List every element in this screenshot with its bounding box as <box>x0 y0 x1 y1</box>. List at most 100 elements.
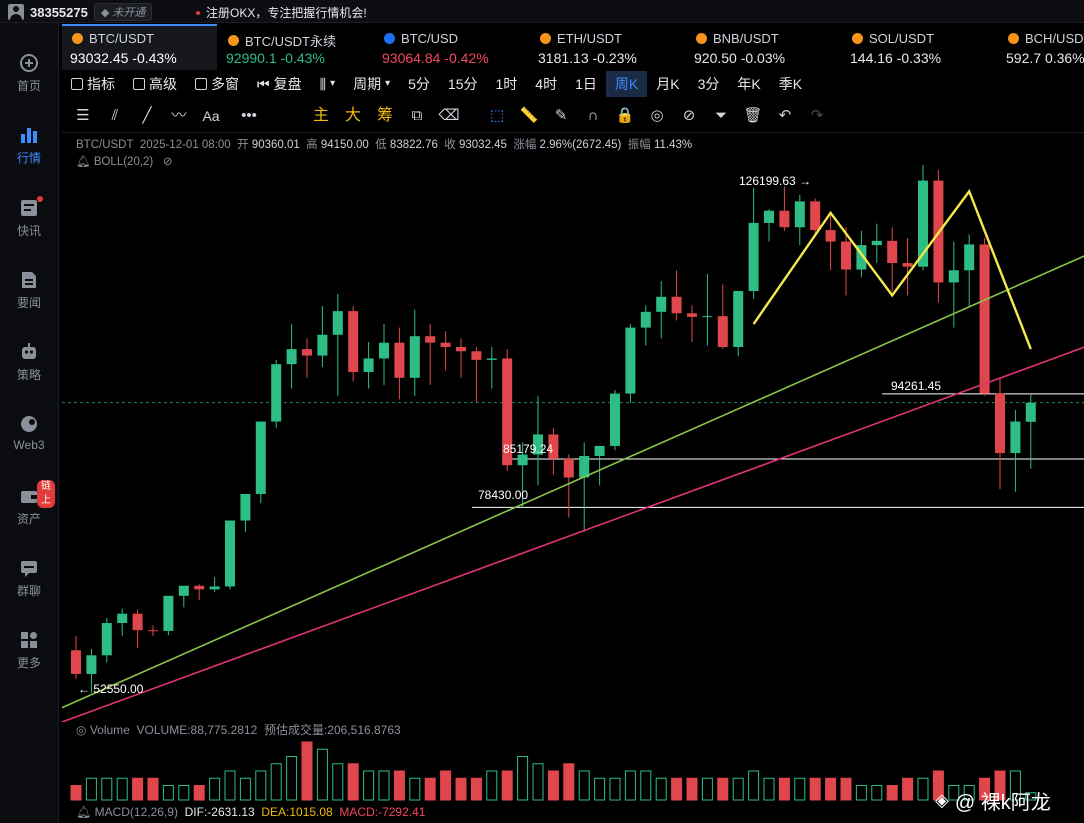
menu-icon[interactable]: ☰ <box>76 107 90 124</box>
sidebar-item-flash[interactable]: 快讯 <box>0 196 58 239</box>
big-button[interactable]: 大 <box>344 107 361 124</box>
green-trendline <box>62 255 1084 709</box>
volume-bar <box>470 777 482 801</box>
interval-1mo[interactable]: 月K <box>656 76 680 92</box>
indicators-button[interactable]: 指标 <box>62 71 124 97</box>
ticker-tab-bnb-usdt[interactable]: BNB/USDT 920.50 -0.03% <box>686 26 841 70</box>
ticker-change: -0.33% <box>896 50 942 66</box>
replay-button[interactable]: ⏮ 复盘 <box>248 71 311 97</box>
interval-4h[interactable]: 4时 <box>535 76 558 92</box>
candle <box>486 358 497 360</box>
eye-icon[interactable]: ◎ <box>650 107 664 124</box>
sidebar-item-chat[interactable]: 群聊 <box>0 558 58 599</box>
interval-1h[interactable]: 1时 <box>495 76 518 92</box>
boll-legend[interactable]: 🔔︎ BOLL(20,2) ⊘ <box>76 154 173 168</box>
vip-status-label: 未开通 <box>112 7 146 19</box>
more-tools-icon[interactable]: ••• <box>241 107 257 124</box>
multi-window-button[interactable]: 多窗 <box>186 71 248 97</box>
volume-bar <box>224 770 236 801</box>
magnet-icon[interactable]: ∩ <box>587 107 599 124</box>
sidebar-item-more[interactable]: 更多 <box>0 630 58 671</box>
lock-icon[interactable]: 🔒 <box>615 107 635 124</box>
web3-icon <box>19 414 39 434</box>
bell-icon[interactable]: 🔔︎ <box>76 156 91 168</box>
chart-type-button[interactable]: ⫼ ▾ <box>311 71 344 97</box>
candle <box>733 291 744 347</box>
ticker-tab-btc-usd[interactable]: BTC/USD 93064.84 -0.42% <box>374 26 529 70</box>
candle <box>240 493 251 521</box>
high-label: 高 <box>306 139 318 151</box>
grid-icon <box>19 630 39 650</box>
text-icon[interactable]: Aa <box>202 108 220 124</box>
candle <box>409 336 420 378</box>
sidebar-item-assets[interactable]: 链上 资产 <box>0 480 58 527</box>
filter-icon[interactable]: ⏷ <box>714 107 727 124</box>
interval-1d[interactable]: 1日 <box>575 76 597 92</box>
advanced-button[interactable]: 高级 <box>124 71 186 97</box>
pen-icon[interactable]: ✎ <box>554 107 568 124</box>
period-dropdown[interactable]: 周期 ▾ <box>344 71 399 97</box>
hide-icon[interactable]: ⊘ <box>682 107 696 124</box>
ticker-tab-bch-usdt[interactable]: BCH/USDT 592.7 0.36% <box>998 26 1084 70</box>
interval-15m[interactable]: 15分 <box>447 76 478 92</box>
ticker-change: -0.23% <box>592 50 637 66</box>
indicator-icon <box>71 78 83 90</box>
user-avatar-icon[interactable] <box>8 4 24 20</box>
candlestick-chart[interactable] <box>62 134 1084 722</box>
interval-1y[interactable]: 年K <box>737 76 761 92</box>
volume-estimate: 预估成交量:206,516.8763 <box>263 723 401 737</box>
candle <box>71 650 81 674</box>
sidebar-item-strategy[interactable]: 策略 <box>0 342 58 383</box>
high-value: 94150.00 <box>320 139 369 151</box>
user-info[interactable]: 38355275 ◆ 未开通 <box>8 3 153 21</box>
sidebar-item-web3[interactable]: Web3 <box>0 414 58 452</box>
eraser-icon[interactable]: ⌫ <box>438 107 460 124</box>
volume-bar <box>193 785 205 801</box>
sidebar-item-home[interactable]: 首页 <box>0 53 58 94</box>
multi-line-icon[interactable]: ⫽ <box>111 107 119 124</box>
notice-banner[interactable]: 注册OKX，专注把握行情机会! <box>196 4 367 21</box>
bell-icon[interactable]: 🔔︎ <box>76 805 92 819</box>
interval-5m[interactable]: 5分 <box>408 76 430 92</box>
ruler-icon[interactable]: 📏 <box>519 107 539 124</box>
candle <box>887 240 898 264</box>
ticker-tab-btc-usdt[interactable]: BTC/USDT 93032.45 -0.43% <box>62 24 217 70</box>
amplitude-label: 振幅 <box>627 139 651 151</box>
volume-bar <box>963 785 975 801</box>
coin-icon <box>696 33 707 44</box>
candle <box>841 241 851 270</box>
redo-icon[interactable]: ↷ <box>810 107 824 124</box>
candle <box>825 230 836 242</box>
level-label-94261: 94261.45 <box>891 379 942 393</box>
interval-quarter[interactable]: 季K <box>778 76 803 92</box>
eye-icon[interactable]: ◎ <box>76 723 87 737</box>
ticker-tab-eth-usdt[interactable]: ETH/USDT 3181.13 -0.23% <box>530 26 685 70</box>
ticker-tab-sol-usdt[interactable]: SOL/USDT 144.16 -0.33% <box>842 26 997 70</box>
volume-bar <box>301 741 313 801</box>
undo-icon[interactable]: ↶ <box>778 107 792 124</box>
sidebar-item-market[interactable]: 行情 <box>0 125 58 166</box>
robot-icon <box>19 342 39 362</box>
interval-1w[interactable]: 周K <box>605 71 648 97</box>
volume-bar <box>255 770 267 801</box>
boll-label: BOLL(20,2) <box>93 156 154 168</box>
ticker-name: BNB/USDT <box>713 31 779 46</box>
interval-3m[interactable]: 3分 <box>697 76 720 92</box>
eye-off-icon[interactable]: ⊘ <box>162 156 173 168</box>
wave-icon[interactable]: 〰 <box>171 107 187 124</box>
vip-status-badge[interactable]: ◆ 未开通 <box>93 3 153 21</box>
copy-icon[interactable]: ⧉ <box>411 107 423 124</box>
delete-icon[interactable]: 🗑 <box>743 107 763 124</box>
sidebar-item-news[interactable]: 要闻 <box>0 270 58 311</box>
volume-bar <box>871 785 883 801</box>
binance-logo-icon: ◈ <box>935 790 949 810</box>
volume-bar <box>70 785 82 801</box>
select-icon[interactable]: ⬚ <box>489 107 505 124</box>
candle <box>610 393 620 446</box>
main-chart-button[interactable]: 主 <box>312 107 329 124</box>
trend-line-icon[interactable]: ╱ <box>142 107 152 124</box>
volume-bar <box>239 777 251 801</box>
high-price-text: 126199.63 <box>739 174 796 188</box>
chips-button[interactable]: 筹 <box>376 107 393 124</box>
ticker-tab-btc-usdt-perp[interactable]: BTC/USDT永续 92990.1 -0.43% <box>218 26 373 70</box>
